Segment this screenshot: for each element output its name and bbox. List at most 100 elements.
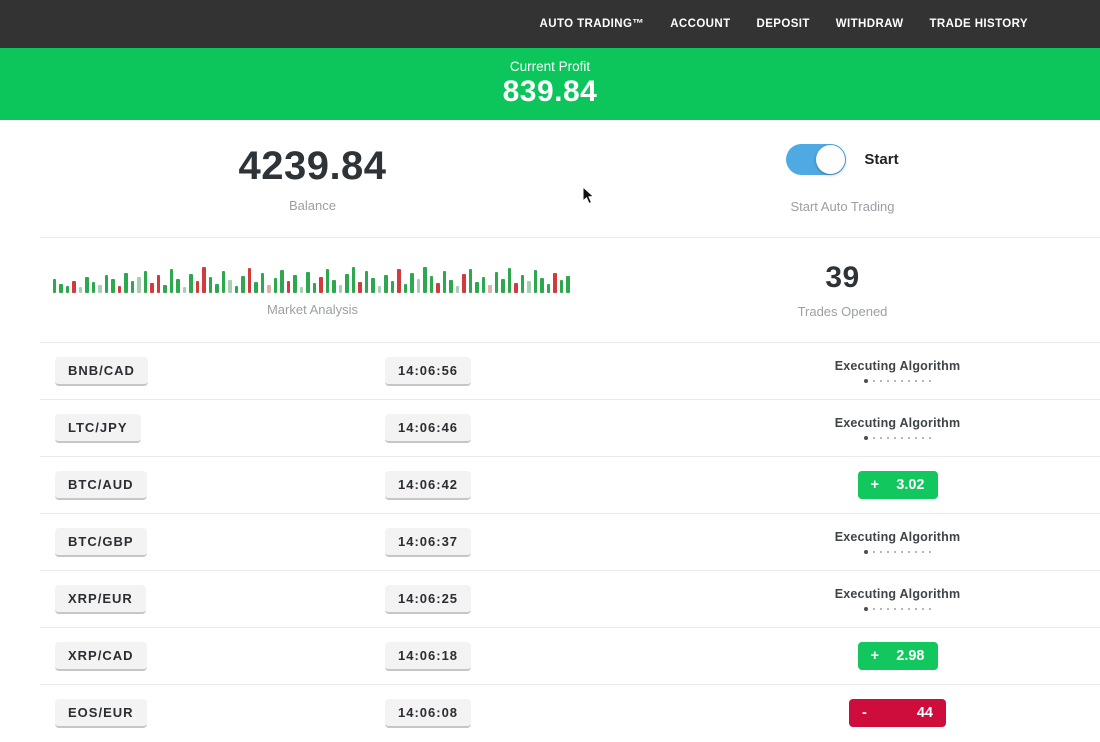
market-bar xyxy=(156,275,160,293)
executing-label: Executing Algorithm xyxy=(834,415,961,430)
market-bar xyxy=(520,275,524,293)
market-bar xyxy=(462,274,466,293)
nav-item-auto-trading[interactable]: AUTO TRADING™ xyxy=(539,18,645,30)
market-bar xyxy=(111,279,115,293)
trade-row: EOS/EUR 14:06:08 - 44 xyxy=(40,684,1100,741)
pair-tag: BTC/GBP xyxy=(55,527,147,557)
market-bar xyxy=(319,277,323,293)
nav-item-trade-history[interactable]: TRADE HISTORY xyxy=(929,18,1028,30)
market-bar xyxy=(234,286,238,293)
pair-tag: BTC/AUD xyxy=(55,470,147,500)
time-tag: 14:06:08 xyxy=(385,698,472,728)
executing-label: Executing Algorithm xyxy=(834,358,961,373)
market-bar xyxy=(286,281,290,293)
market-bar xyxy=(202,267,206,293)
trade-row: XRP/EUR 14:06:25 Executing Algorithm xyxy=(40,570,1100,627)
market-bar xyxy=(72,281,76,293)
balance-value: 4239.84 xyxy=(238,144,387,188)
balance-label: Balance xyxy=(289,198,336,213)
market-bar xyxy=(293,275,297,293)
market-bar xyxy=(208,277,212,293)
pair-tag: BNB/CAD xyxy=(55,356,148,386)
market-bar xyxy=(325,269,329,293)
market-bar xyxy=(169,269,173,293)
nav-item-withdraw[interactable]: WITHDRAW xyxy=(835,18,904,30)
progress-dots-icon xyxy=(835,549,961,555)
market-bar xyxy=(195,281,199,293)
market-bar xyxy=(514,283,518,293)
section-divider xyxy=(40,237,1100,238)
executing-status: Executing Algorithm xyxy=(835,530,961,555)
market-bar xyxy=(91,282,95,293)
time-tag: 14:06:18 xyxy=(385,641,472,671)
market-bar xyxy=(143,271,147,293)
market-bar xyxy=(150,283,154,293)
market-bar xyxy=(533,270,537,293)
trade-row: LTC/JPY 14:06:46 Executing Algorithm xyxy=(40,399,1100,456)
current-profit-value: 839.84 xyxy=(502,75,598,108)
market-bar xyxy=(390,281,394,293)
market-bar xyxy=(345,274,349,293)
market-bar xyxy=(436,283,440,293)
market-bar xyxy=(98,285,102,293)
trade-result-badge: + 3.02 xyxy=(857,471,938,499)
market-bar xyxy=(59,284,63,293)
top-navigation: AUTO TRADING™ ACCOUNT DEPOSIT WITHDRAW TRADE… xyxy=(0,0,1100,48)
trades-opened-block: 39 Trades Opened xyxy=(585,238,1100,342)
market-bar xyxy=(124,273,128,293)
market-bar xyxy=(475,282,479,293)
market-analysis-bars xyxy=(52,263,573,293)
time-tag: 14:06:42 xyxy=(385,470,472,500)
market-stats-row: Market Analysis 39 Trades Opened xyxy=(0,238,1100,342)
market-bar xyxy=(377,286,381,293)
auto-trading-toggle[interactable] xyxy=(786,143,847,175)
trade-row: XRP/CAD 14:06:18 + 2.98 xyxy=(40,627,1100,684)
pair-tag: EOS/EUR xyxy=(55,698,147,728)
trade-result-badge: + 2.98 xyxy=(857,642,938,670)
market-bar xyxy=(338,285,342,293)
current-profit-label: Current Profit xyxy=(509,59,591,74)
market-bar xyxy=(228,280,232,293)
market-bar xyxy=(403,284,407,293)
market-bar xyxy=(566,276,570,293)
market-bar xyxy=(423,267,427,293)
trade-result-badge: - 44 xyxy=(849,699,946,727)
market-bar xyxy=(260,273,264,293)
market-bar xyxy=(494,272,498,293)
market-bar xyxy=(65,286,69,293)
market-bar xyxy=(273,278,277,293)
nav-item-account[interactable]: ACCOUNT xyxy=(670,18,731,30)
market-bar xyxy=(371,278,375,293)
market-bar xyxy=(442,271,446,293)
market-bar xyxy=(384,275,388,293)
trades-opened-label: Trades Opened xyxy=(797,304,888,319)
market-bar xyxy=(117,286,121,293)
market-bar xyxy=(312,283,316,293)
auto-trading-block: Start Start Auto Trading xyxy=(585,120,1100,237)
trade-row: BNB/CAD 14:06:56 Executing Algorithm xyxy=(40,342,1100,399)
market-bar xyxy=(410,273,414,293)
market-bar xyxy=(189,274,193,293)
market-analysis-block: Market Analysis xyxy=(40,238,585,342)
executing-label: Executing Algorithm xyxy=(834,529,961,544)
market-bar xyxy=(481,277,485,293)
executing-label: Executing Algorithm xyxy=(834,586,961,601)
market-bar xyxy=(501,279,505,293)
progress-dots-icon xyxy=(835,606,961,612)
executing-status: Executing Algorithm xyxy=(835,416,961,441)
market-bar xyxy=(358,282,362,293)
progress-dots-icon xyxy=(835,435,961,441)
market-analysis-label: Market Analysis xyxy=(266,302,359,317)
time-tag: 14:06:37 xyxy=(385,527,472,557)
market-bar xyxy=(527,281,531,293)
account-stats-row: 4239.84 Balance Start Start Auto Trading xyxy=(0,120,1100,237)
market-bar xyxy=(455,286,459,293)
market-bar xyxy=(130,281,134,293)
market-bar xyxy=(299,287,303,293)
pair-tag: XRP/EUR xyxy=(55,584,146,614)
progress-dots-icon xyxy=(835,378,961,384)
pair-tag: LTC/JPY xyxy=(55,413,141,443)
market-bar xyxy=(52,279,56,293)
nav-item-deposit[interactable]: DEPOSIT xyxy=(756,18,810,30)
time-tag: 14:06:25 xyxy=(385,584,472,614)
